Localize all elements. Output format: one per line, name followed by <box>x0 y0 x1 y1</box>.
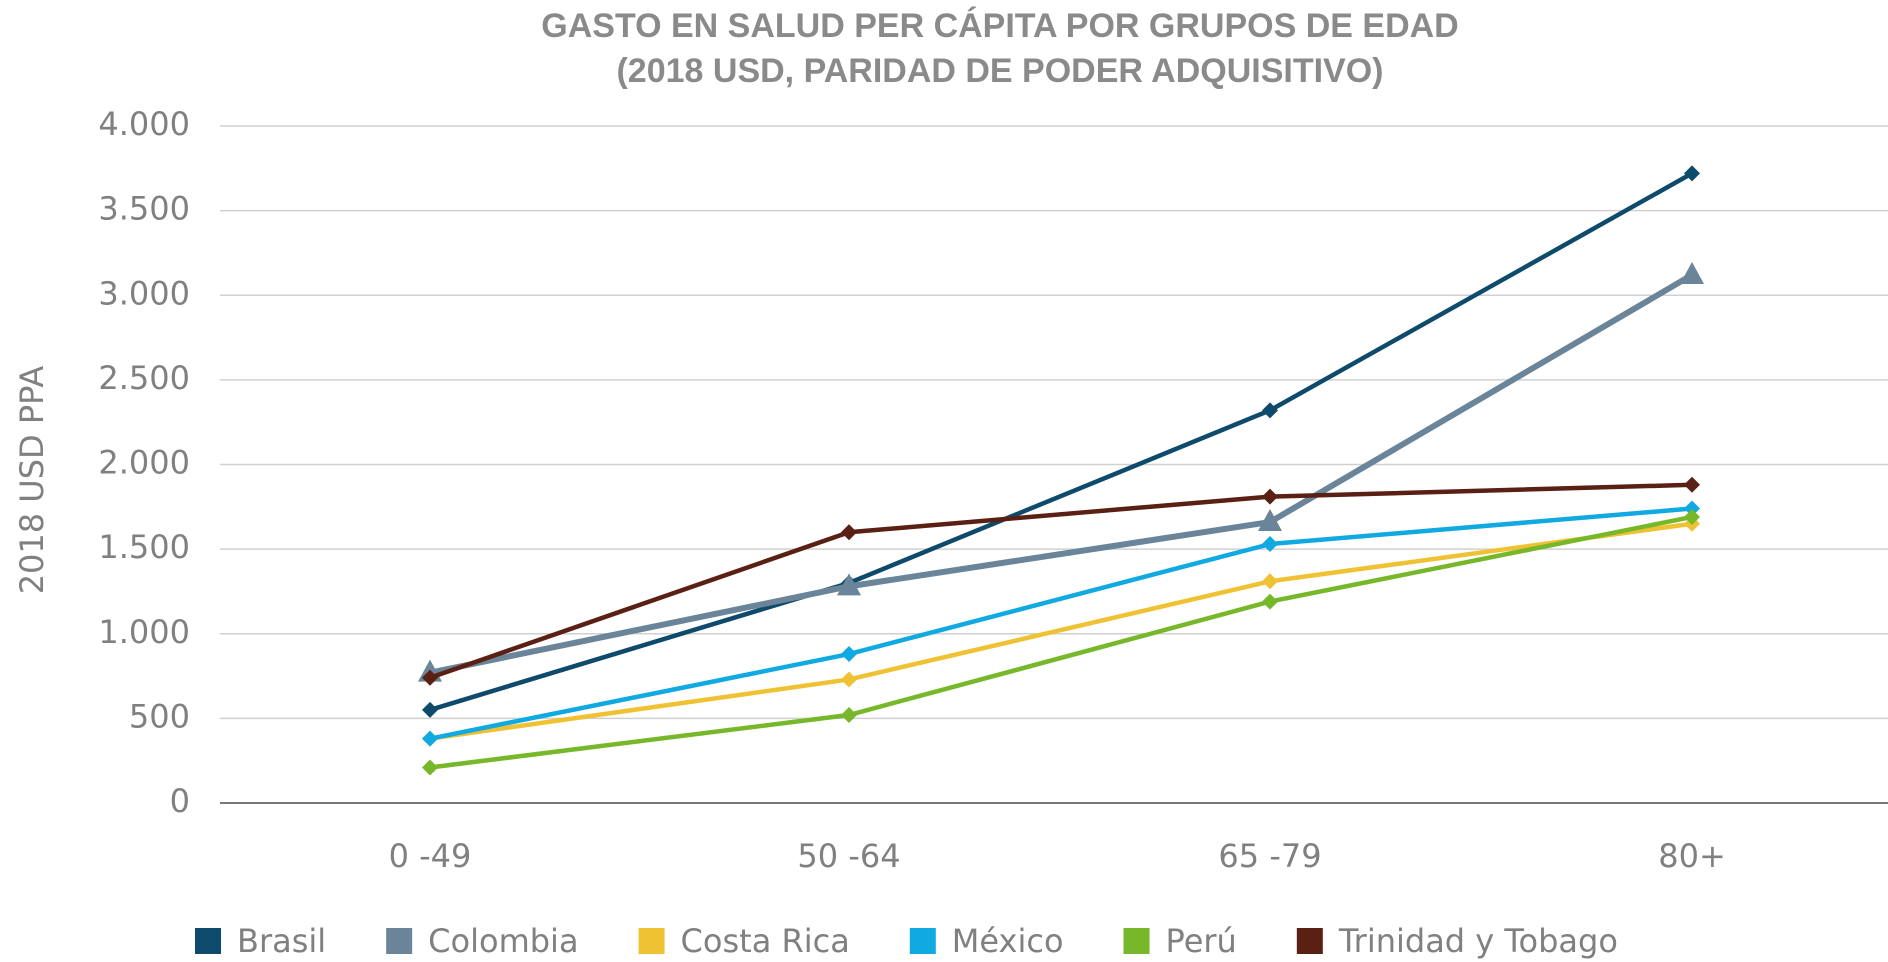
chart-title: GASTO EN SALUD PER CÁPITA POR GRUPOS DE … <box>541 7 1458 45</box>
legend-label: México <box>952 922 1064 960</box>
x-tick-label: 80+ <box>1658 837 1726 875</box>
point-marker <box>1684 508 1700 525</box>
y-axis-label: 2018 USD PPA <box>13 366 51 595</box>
y-tick-label: 0 <box>170 782 190 820</box>
point-marker <box>1258 509 1282 532</box>
point-marker <box>422 669 438 686</box>
point-marker <box>1262 536 1278 553</box>
point-marker <box>422 701 438 718</box>
legend-swatch <box>1296 928 1323 954</box>
point-marker <box>841 646 857 663</box>
point-marker <box>841 524 857 541</box>
point-marker <box>837 573 861 596</box>
legend-label: Perú <box>1166 922 1237 960</box>
y-tick-label: 4.000 <box>98 105 190 143</box>
point-marker <box>1684 476 1700 493</box>
y-tick-label: 1.500 <box>98 528 190 566</box>
legend-swatch <box>909 928 936 954</box>
point-marker <box>422 759 438 776</box>
point-marker <box>1262 488 1278 505</box>
y-tick-label: 3.000 <box>98 274 190 312</box>
point-marker <box>1262 573 1278 590</box>
y-tick-label: 2.000 <box>98 444 190 482</box>
legend-swatch <box>638 928 665 954</box>
point-marker <box>422 730 438 747</box>
point-marker <box>1680 261 1704 284</box>
x-tick-label: 65 -79 <box>1218 837 1321 875</box>
point-marker <box>841 706 857 723</box>
x-tick-label: 50 -64 <box>797 837 900 875</box>
series-line <box>429 482 1693 680</box>
series-line <box>429 272 1694 676</box>
point-marker <box>1262 402 1278 419</box>
legend-swatch <box>195 928 221 954</box>
point-marker <box>841 671 857 688</box>
legend-swatch <box>1123 928 1150 954</box>
legend-swatch <box>386 928 413 954</box>
legend-label: Brasil <box>237 922 326 960</box>
series-line <box>429 514 1693 770</box>
legend-label: Costa Rica <box>681 922 850 960</box>
chart-subtitle: (2018 USD, PARIDAD DE PODER ADQUISITIVO) <box>616 52 1383 90</box>
point-marker <box>1684 165 1700 182</box>
y-tick-label: 500 <box>129 697 190 735</box>
y-tick-label: 3.500 <box>98 190 190 228</box>
y-tick-label: 1.000 <box>98 613 190 651</box>
series-line <box>429 171 1694 713</box>
point-marker <box>1262 593 1278 610</box>
legend-label: Trinidad y Tobago <box>1338 922 1618 960</box>
series-line <box>429 506 1693 741</box>
point-marker <box>1684 500 1700 517</box>
series-line <box>429 521 1693 741</box>
legend-label: Colombia <box>428 922 578 960</box>
x-tick-label: 0 -49 <box>389 837 472 875</box>
y-tick-label: 2.500 <box>98 359 190 397</box>
